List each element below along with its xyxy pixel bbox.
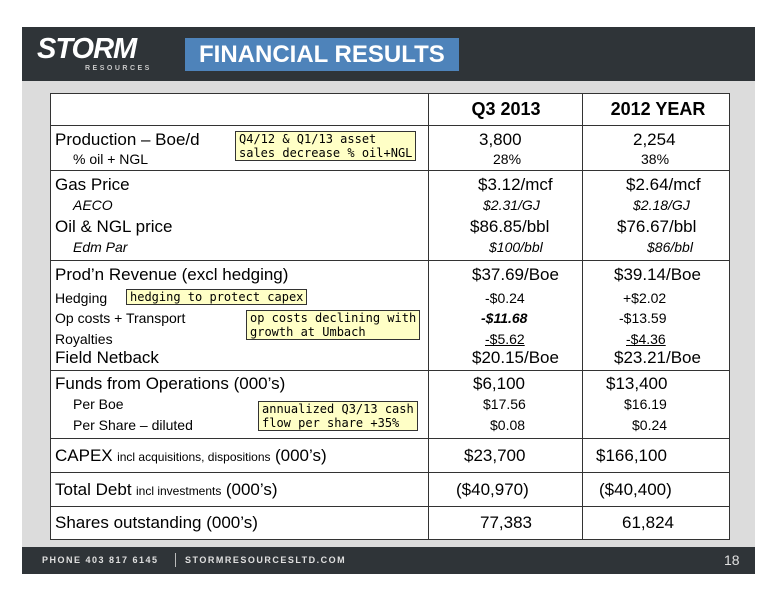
footer-separator bbox=[175, 553, 176, 567]
prod-revenue-label: Prod’n Revenue (excl hedging) bbox=[55, 265, 289, 284]
production-label: Production – Boe/d bbox=[55, 130, 200, 149]
debt-year: ($40,400) bbox=[599, 480, 672, 499]
capex-label-end: (000’s) bbox=[274, 446, 327, 465]
ffo-year: $13,400 bbox=[606, 374, 668, 393]
table-row-shares: Shares outstanding (000’s) 77,383 61,824 bbox=[51, 506, 729, 539]
op-costs-year: -$13.59 bbox=[619, 310, 667, 326]
note-op-costs-line2: growth at Umbach bbox=[250, 325, 366, 339]
table-row-ffo: Funds from Operations (000’s) $6,100 $13… bbox=[51, 370, 729, 439]
prod-revenue-q3: $37.69/Boe bbox=[472, 265, 559, 284]
table-row-prices: Gas Price $3.12/mcf $2.64/mcf AECO $2.31… bbox=[51, 170, 729, 261]
royalties-label: Royalties bbox=[55, 331, 113, 347]
note-op-costs-line1: op costs declining with bbox=[250, 311, 417, 325]
per-share-year: $0.24 bbox=[632, 417, 668, 433]
logo-main-text: STORM bbox=[37, 33, 137, 65]
oil-price-year: $76.67/bbl bbox=[617, 217, 697, 236]
storm-logo: STORM RESOURCES bbox=[37, 33, 157, 75]
op-costs-q3: -$11.68 bbox=[481, 310, 528, 326]
note-asset-sales-line1: Q4/12 & Q1/13 asset bbox=[239, 132, 377, 146]
shares-q3: 77,383 bbox=[480, 513, 532, 532]
debt-label-small: incl investments bbox=[136, 484, 222, 498]
hedging-label: Hedging bbox=[55, 290, 108, 306]
edm-par-label: Edm Par bbox=[73, 239, 128, 255]
shares-label: Shares outstanding (000’s) bbox=[55, 513, 258, 532]
note-op-costs: op costs declining with growth at Umbach bbox=[246, 310, 421, 340]
hedging-year: +$2.02 bbox=[623, 290, 667, 306]
field-netback-year: $23.21/Boe bbox=[614, 348, 701, 367]
column-header-q3: Q3 2013 bbox=[471, 99, 541, 119]
ffo-q3: $6,100 bbox=[473, 374, 525, 393]
op-costs-label: Op costs + Transport bbox=[55, 310, 186, 326]
hedging-q3: -$0.24 bbox=[485, 290, 525, 306]
oil-pct-label: % oil + NGL bbox=[73, 151, 149, 167]
logo-sub-text: RESOURCES bbox=[85, 65, 152, 72]
oil-price-label: Oil & NGL price bbox=[55, 217, 173, 236]
aeco-label: AECO bbox=[73, 197, 113, 213]
capex-year: $166,100 bbox=[596, 446, 667, 465]
production-q3: 3,800 bbox=[479, 130, 522, 149]
debt-label-end: (000’s) bbox=[225, 480, 278, 499]
aeco-year: $2.18/GJ bbox=[633, 197, 690, 213]
gas-price-year: $2.64/mcf bbox=[626, 175, 701, 194]
gas-price-label: Gas Price bbox=[55, 175, 130, 194]
aeco-q3: $2.31/GJ bbox=[483, 197, 540, 213]
capex-label-main: CAPEX bbox=[55, 446, 113, 465]
table-row-debt: Total Debt incl investments (000’s) ($40… bbox=[51, 472, 729, 507]
note-cash-flow: annualized Q3/13 cash flow per share +35… bbox=[258, 401, 418, 431]
debt-label-main: Total Debt bbox=[55, 480, 132, 499]
capex-label: CAPEX incl acquisitions, dispositions (0… bbox=[55, 446, 327, 466]
oil-pct-year: 38% bbox=[641, 151, 670, 167]
note-cash-flow-line2: flow per share +35% bbox=[262, 416, 400, 430]
capex-label-small: incl acquisitions, dispositions bbox=[117, 450, 271, 464]
oil-pct-q3: 28% bbox=[493, 151, 522, 167]
royalties-year: -$4.36 bbox=[626, 331, 666, 347]
per-share-label: Per Share – diluted bbox=[73, 417, 193, 433]
oil-price-q3: $86.85/bbl bbox=[470, 217, 550, 236]
footer-bar: PHONE 403 817 6145 STORMRESOURCESLTD.COM… bbox=[22, 547, 755, 574]
table-row-production: Production – Boe/d 3,800 2,254 % oil + N… bbox=[51, 125, 729, 171]
per-share-q3: $0.08 bbox=[490, 417, 526, 433]
table-header-row: Q3 2013 2012 YEAR bbox=[51, 94, 729, 125]
column-divider-year bbox=[582, 94, 583, 539]
debt-q3: ($40,970) bbox=[456, 480, 529, 499]
capex-q3: $23,700 bbox=[464, 446, 526, 465]
footer-phone: PHONE 403 817 6145 bbox=[42, 555, 159, 565]
per-boe-label: Per Boe bbox=[73, 396, 124, 412]
note-asset-sales: Q4/12 & Q1/13 asset sales decrease % oil… bbox=[235, 131, 417, 161]
per-boe-year: $16.19 bbox=[624, 396, 667, 412]
edm-par-q3: $100/bbl bbox=[489, 239, 543, 255]
footer-website: STORMRESOURCESLTD.COM bbox=[185, 555, 347, 565]
royalties-q3: -$5.62 bbox=[485, 331, 525, 347]
page-number: 18 bbox=[724, 552, 740, 568]
field-netback-q3: $20.15/Boe bbox=[472, 348, 559, 367]
ffo-label: Funds from Operations (000’s) bbox=[55, 374, 286, 393]
page-title: FINANCIAL RESULTS bbox=[185, 38, 459, 71]
edm-par-year: $86/bbl bbox=[647, 239, 693, 255]
table-row-capex: CAPEX incl acquisitions, dispositions (0… bbox=[51, 438, 729, 473]
gas-price-q3: $3.12/mcf bbox=[478, 175, 553, 194]
prod-revenue-year: $39.14/Boe bbox=[614, 265, 701, 284]
header-bar: STORM RESOURCES FINANCIAL RESULTS bbox=[22, 27, 755, 81]
shares-year: 61,824 bbox=[622, 513, 674, 532]
note-asset-sales-line2: sales decrease % oil+NGL bbox=[239, 146, 413, 160]
note-cash-flow-line1: annualized Q3/13 cash bbox=[262, 402, 414, 416]
production-year: 2,254 bbox=[633, 130, 676, 149]
column-header-year: 2012 YEAR bbox=[610, 99, 706, 119]
column-divider-q3 bbox=[428, 94, 429, 539]
per-boe-q3: $17.56 bbox=[483, 396, 526, 412]
note-hedging: hedging to protect capex bbox=[126, 289, 308, 305]
table-row-netback: Prod’n Revenue (excl hedging) $37.69/Boe… bbox=[51, 260, 729, 371]
field-netback-label: Field Netback bbox=[55, 348, 159, 367]
debt-label: Total Debt incl investments (000’s) bbox=[55, 480, 277, 500]
